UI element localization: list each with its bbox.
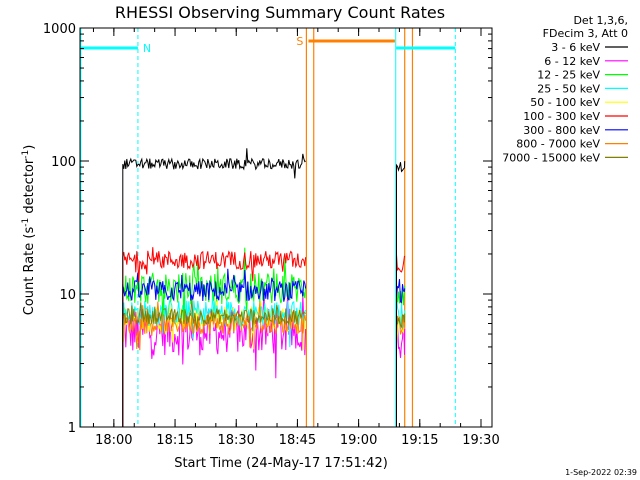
y-axis-label-part: Count Rate (s bbox=[22, 227, 37, 316]
series-line bbox=[396, 279, 406, 427]
orbit-bars: NS bbox=[80, 28, 456, 427]
legend-entry-label: 12 - 25 keV bbox=[537, 69, 600, 82]
legend-entry-label: 7000 - 15000 keV bbox=[502, 151, 600, 164]
y-axis-label-superscript: -1 bbox=[21, 150, 31, 159]
x-tick-label: 18:15 bbox=[156, 433, 193, 448]
x-tick-label: 18:00 bbox=[95, 433, 132, 448]
legend-entry-label: 800 - 7000 keV bbox=[516, 138, 600, 151]
series-line bbox=[396, 161, 406, 427]
series-line bbox=[396, 289, 406, 427]
legend-header-decimation: FDecim 3, Att 0 bbox=[543, 27, 628, 40]
chart-title: RHESSI Observing Summary Count Rates bbox=[115, 3, 445, 22]
plot-data bbox=[122, 148, 406, 427]
x-tick-label: 18:30 bbox=[217, 433, 254, 448]
y-axis-label-superscript: -1 bbox=[21, 218, 31, 227]
series-line bbox=[122, 294, 306, 427]
series-line bbox=[122, 148, 306, 427]
night-bar-label: N bbox=[143, 42, 151, 55]
saa-bar-label: S bbox=[296, 35, 303, 48]
legend-entry-label: 25 - 50 keV bbox=[537, 82, 600, 95]
x-tick-label: 19:30 bbox=[462, 433, 499, 448]
y-tick-label: 100 bbox=[51, 155, 76, 170]
y-tick-label: 1000 bbox=[43, 22, 76, 37]
x-tick-label: 19:00 bbox=[340, 433, 377, 448]
series-line bbox=[122, 247, 307, 427]
legend-entry-label: 100 - 300 keV bbox=[523, 110, 600, 123]
legend-entry-label: 50 - 100 keV bbox=[530, 96, 600, 109]
generation-timestamp: 1-Sep-2022 02:39 bbox=[565, 468, 637, 477]
series-line bbox=[122, 301, 307, 427]
series-line bbox=[396, 254, 406, 427]
series-line bbox=[122, 288, 307, 427]
y-tick-label: 10 bbox=[59, 288, 76, 303]
x-tick-label: 19:15 bbox=[401, 433, 438, 448]
legend-header-detectors: Det 1,3,6, bbox=[573, 14, 628, 27]
x-axis-label: Start Time (24-May-17 17:51:42) bbox=[174, 456, 388, 471]
legend-entry-label: 300 - 800 keV bbox=[523, 124, 600, 137]
legend-entry-label: 3 - 6 keV bbox=[551, 41, 600, 54]
series-line bbox=[122, 268, 307, 427]
y-axis-label-part: detector bbox=[22, 158, 37, 218]
y-axis-label-part: ) bbox=[22, 145, 37, 150]
axes: 18:00 18:15 18:30 18:45 19:00 19:15 19:30 1 10 10… bbox=[43, 22, 500, 448]
x-tick-label: 18:45 bbox=[279, 433, 316, 448]
y-axis-label: Count Rate (s-1 detector-1) bbox=[21, 145, 37, 316]
series-line bbox=[396, 313, 406, 427]
plot-frame bbox=[79, 27, 493, 428]
y-tick-label: 1 bbox=[68, 421, 76, 436]
legend-entry-label: 6 - 12 keV bbox=[544, 55, 600, 68]
